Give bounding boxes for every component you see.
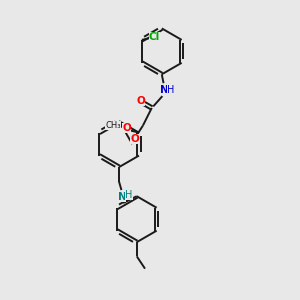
Text: H: H [125,190,133,200]
Text: N: N [118,191,126,202]
Text: O: O [136,95,145,106]
Text: O: O [130,134,139,144]
Text: N: N [160,85,169,94]
Text: O: O [122,123,131,133]
Text: H: H [167,85,174,95]
Text: Cl: Cl [148,32,160,42]
Text: CH₃: CH₃ [105,121,121,130]
